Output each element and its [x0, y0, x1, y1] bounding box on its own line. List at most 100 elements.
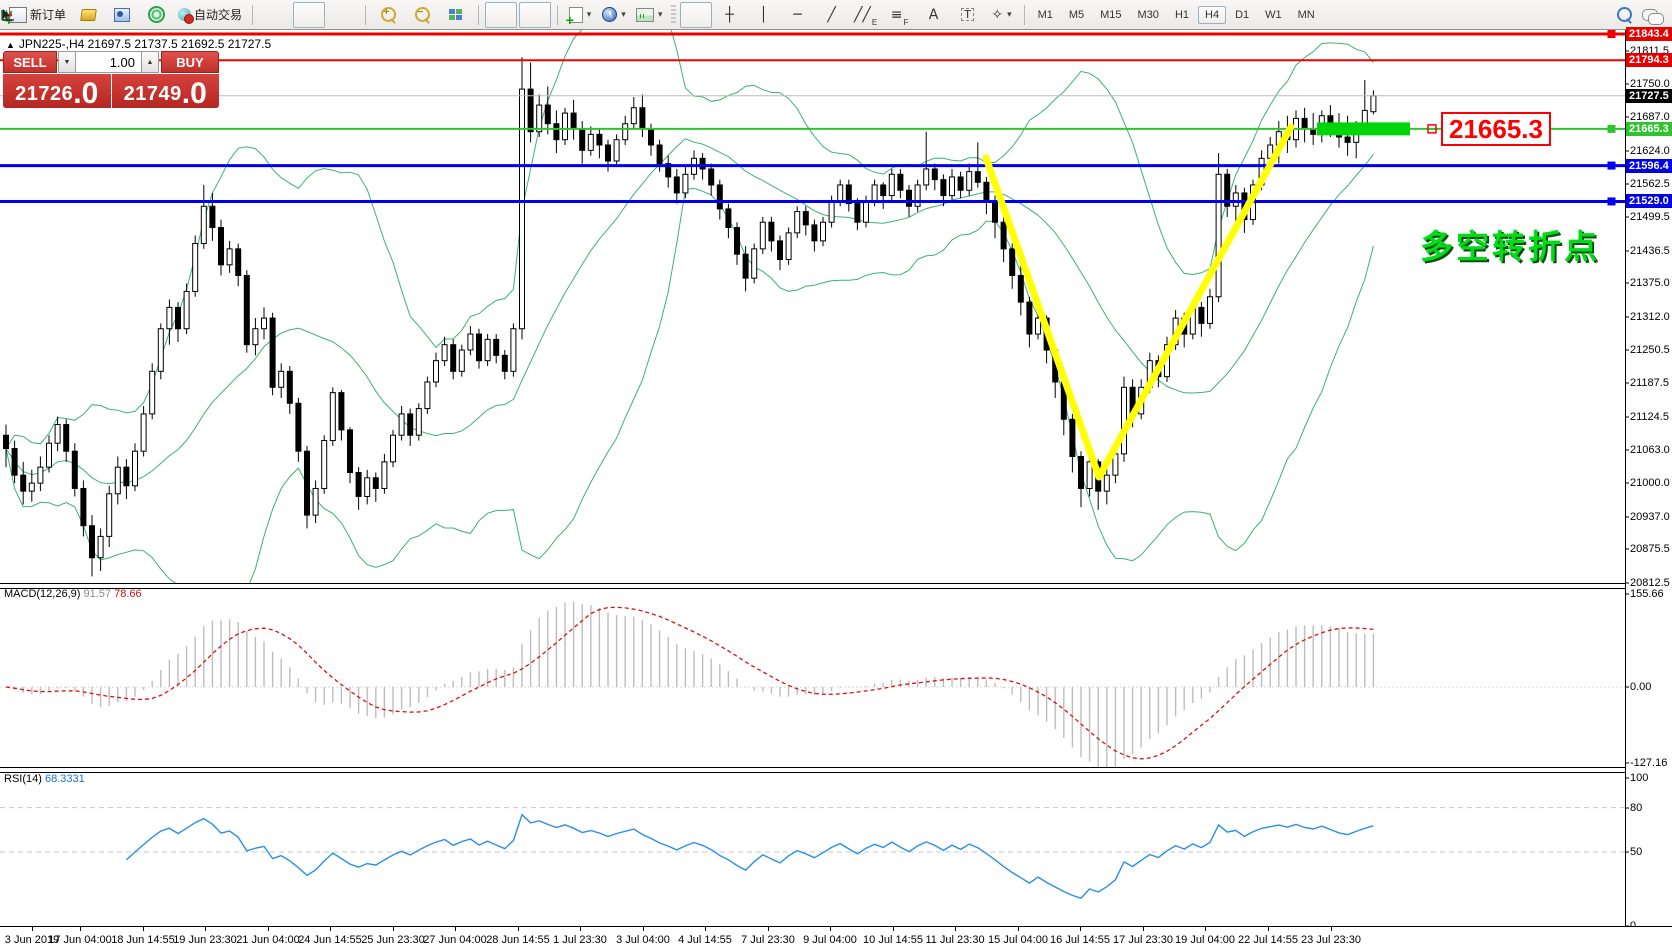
time-axis[interactable]: 3 Jun 2019 17 Jun 04:00 18 Jun 14:55 19 Jun…: [0, 926, 1672, 951]
time-label: 15 Jul 04:00: [988, 934, 1048, 946]
indicators-dropdown-caret[interactable]: ▾: [586, 9, 592, 19]
arrows-tool-button[interactable]: ✧ ▾: [991, 6, 1012, 23]
volume-decrease-button[interactable]: ▼: [58, 51, 76, 73]
macd-separator[interactable]: [0, 583, 1625, 589]
toolbar-separator: [1023, 4, 1025, 25]
time-label: 18 Jun 14:55: [111, 934, 175, 946]
price-badge: 21665.3: [1626, 121, 1672, 136]
main-price-plot[interactable]: [0, 30, 1625, 583]
buy-button[interactable]: BUY: [161, 51, 219, 73]
buy-price[interactable]: 21749.0: [111, 74, 219, 109]
cursor-tool-button[interactable]: [3, 1, 712, 28]
profiles-button[interactable]: [72, 2, 104, 28]
vertical-line-tool-button[interactable]: │: [748, 2, 780, 28]
price-tick: 20875.5: [1630, 543, 1670, 556]
macd-plot[interactable]: [0, 586, 1625, 767]
auto-scroll-button[interactable]: [2, 1, 552, 28]
price-tick: 21187.5: [1630, 377, 1669, 390]
channel-icon: ╱╱: [853, 6, 871, 23]
price-tick: 21063.0: [1630, 443, 1670, 456]
rsi-label: RSI(14) 68.3331: [4, 773, 85, 785]
fibonacci-icon: ≡: [890, 6, 903, 23]
price-tick: 21624.0: [1630, 144, 1670, 157]
time-label: 16 Jul 14:55: [1050, 934, 1110, 946]
navigator-button[interactable]: [140, 2, 172, 28]
collapse-trade-panel-icon[interactable]: ▲: [6, 40, 15, 50]
periods-button[interactable]: ▾: [598, 2, 630, 28]
templates-button[interactable]: ▾: [632, 2, 667, 28]
rsi-separator[interactable]: [0, 767, 1625, 773]
periods-dropdown-caret[interactable]: ▾: [621, 9, 626, 19]
turning-point-note[interactable]: 多空转折点: [1420, 228, 1600, 265]
vertical-line-icon: │: [759, 6, 768, 23]
volume-input[interactable]: 1.00: [76, 51, 141, 73]
chat-icon[interactable]: [1642, 8, 1664, 25]
market-watch-icon: [114, 7, 131, 22]
search-icon[interactable]: [1617, 7, 1632, 22]
price-badge: 21843.4: [1626, 27, 1672, 42]
zoom-in-button[interactable]: +: [372, 2, 404, 28]
sell-price[interactable]: 21726.0: [3, 74, 111, 109]
timeframe-W1[interactable]: W1: [1265, 8, 1282, 21]
text-label-tool-button[interactable]: T: [952, 2, 984, 28]
trendline-icon: ╱: [827, 6, 836, 23]
time-label: 4 Jul 14:55: [678, 934, 732, 946]
channel-tool-button[interactable]: ╱╱ E: [853, 6, 878, 27]
timeframe-D1[interactable]: D1: [1235, 8, 1250, 21]
price-tick: 20937.0: [1630, 510, 1670, 523]
sell-button[interactable]: SELL: [3, 51, 57, 73]
macd-tick: 0.00: [1630, 681, 1652, 693]
navigator-icon: [147, 6, 165, 23]
rsi-plot[interactable]: [0, 771, 1625, 926]
indicators-button[interactable]: ▾: [564, 2, 596, 28]
rsi-tick: 80: [1630, 801, 1643, 814]
price-tick: 21312.0: [1630, 311, 1670, 323]
templates-dropdown-caret[interactable]: ▾: [658, 9, 663, 19]
autotrading-button[interactable]: 自动交易: [174, 2, 246, 28]
toolbar-separator: [252, 4, 254, 25]
price-axis-border: [1625, 30, 1626, 926]
price-tick: 21562.5: [1630, 177, 1670, 190]
tile-windows-icon: [449, 8, 463, 21]
time-label: 25 Jun 23:30: [361, 934, 425, 946]
toolbar-separator: [365, 4, 367, 25]
macd-tick: -127.16: [1630, 756, 1668, 769]
chart-window[interactable]: 21811.5 21750.0 21687.0 21624.0 21562.5 21499…: [0, 27, 1672, 951]
toolbar-separator: [557, 4, 559, 25]
timeframe-M30[interactable]: M30: [1137, 8, 1159, 21]
zoom-out-button[interactable]: −: [406, 2, 438, 28]
line-chart-button[interactable]: [1, 2, 359, 28]
text-tool-button[interactable]: A: [918, 2, 950, 28]
toolbar-drag-handle[interactable]: [670, 4, 676, 25]
price-callout[interactable]: 21665.3: [1441, 112, 1551, 146]
timeframe-M1[interactable]: M1: [1037, 8, 1053, 21]
timeframe-M5[interactable]: M5: [1068, 8, 1085, 21]
time-label: 17 Jul 23:30: [1113, 934, 1173, 946]
one-click-trading-panel: SELL ▼ 1.00 ▲ BUY 21726.0 21749.0: [3, 51, 219, 109]
timeframe-MN[interactable]: MN: [1297, 8, 1315, 21]
time-label: 27 Jun 04:00: [423, 934, 487, 946]
crosshair-tool-button[interactable]: ┼: [714, 2, 746, 28]
tile-windows-button[interactable]: [440, 2, 472, 28]
timeframe-M15[interactable]: M15: [1100, 8, 1122, 21]
candlestick-chart-button[interactable]: [1, 1, 326, 28]
time-label: 9 Jul 04:00: [803, 934, 857, 946]
horizontal-line-tool-button[interactable]: ─: [782, 2, 814, 28]
price-tick: 21250.5: [1630, 343, 1670, 356]
time-label: 7 Jul 23:30: [741, 934, 795, 946]
time-label: 28 Jun 14:55: [486, 934, 550, 946]
autotrading-icon: [178, 8, 195, 24]
trendline-tool-button[interactable]: ╱: [816, 2, 848, 28]
arrows-icon: ✧: [991, 6, 1004, 23]
bar-chart-button[interactable]: [1, 2, 291, 28]
market-watch-button[interactable]: [106, 2, 138, 28]
time-label: 10 Jul 14:55: [863, 934, 923, 946]
timeframe-H4[interactable]: H4: [1198, 5, 1227, 24]
timeframe-H1[interactable]: H1: [1174, 8, 1189, 21]
volume-increase-button[interactable]: ▲: [141, 51, 159, 73]
indicators-icon: [566, 6, 583, 28]
time-label: 3 Jul 04:00: [616, 934, 670, 946]
fibonacci-tool-button[interactable]: ≡ F: [890, 6, 909, 27]
chart-shift-button[interactable]: [2, 1, 518, 28]
